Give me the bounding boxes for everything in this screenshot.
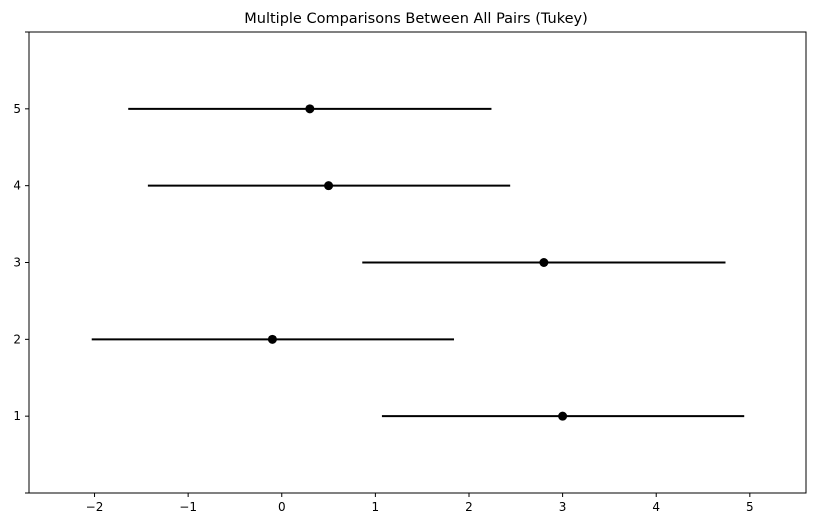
x-axis: −2 −1 0 1 2 3 4 5 — [86, 493, 754, 514]
x-tick-label: 5 — [746, 500, 754, 514]
x-tick-label: 0 — [278, 500, 286, 514]
confidence-intervals — [91, 104, 745, 421]
x-tick-label: 1 — [372, 500, 380, 514]
mean-point — [305, 104, 315, 114]
x-tick-label: 4 — [652, 500, 660, 514]
y-axis: 1 2 3 4 5 — [13, 31, 29, 494]
mean-point — [324, 181, 334, 191]
mean-point — [267, 334, 277, 344]
y-tick-label: 2 — [13, 332, 21, 346]
chart-title: Multiple Comparisons Between All Pairs (… — [244, 11, 588, 27]
x-tick-label: 3 — [559, 500, 567, 514]
y-tick-label: 1 — [13, 409, 21, 423]
mean-point — [539, 258, 549, 267]
mean-point — [558, 411, 568, 421]
x-tick-label: −2 — [86, 500, 104, 514]
x-tick-label: −1 — [179, 500, 197, 514]
y-tick-label: 3 — [13, 256, 21, 270]
y-tick-label: 4 — [13, 179, 21, 193]
x-tick-label: 2 — [465, 500, 473, 514]
y-tick-label: 5 — [13, 102, 21, 116]
